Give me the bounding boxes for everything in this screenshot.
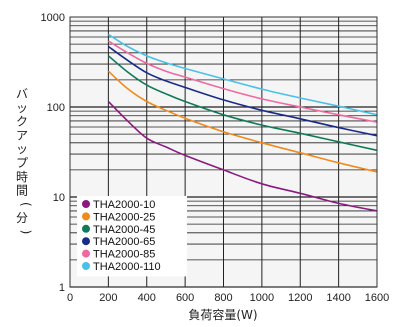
data-series bbox=[107, 33, 378, 212]
x-tick-label: 400 bbox=[138, 292, 156, 304]
legend-marker bbox=[82, 249, 90, 258]
series-line bbox=[107, 40, 378, 123]
legend-marker bbox=[82, 262, 90, 270]
y-axis-title-char: プ bbox=[16, 156, 28, 170]
y-axis-title-char: バ bbox=[16, 87, 28, 101]
series-line bbox=[107, 33, 378, 116]
y-axis-title-char: ッ bbox=[16, 101, 28, 115]
legend-marker bbox=[82, 224, 90, 233]
tick-labels: 0 200 400 600 800 1000 1200 1400 1600 1 10 100 1000 bbox=[41, 12, 390, 304]
y-tick-label: 1000 bbox=[41, 12, 65, 24]
y-tick-label: 1 bbox=[59, 282, 65, 294]
y-axis-title-char: ( bbox=[19, 202, 33, 207]
x-tick-label: 200 bbox=[99, 292, 117, 304]
legend-label: THA2000-85 bbox=[93, 249, 155, 261]
y-tick-label: 10 bbox=[53, 192, 65, 204]
legend-label: THA2000-10 bbox=[93, 199, 155, 211]
x-tick-label: 1400 bbox=[326, 292, 350, 304]
legend-label: THA2000-45 bbox=[93, 224, 155, 236]
plot-frame bbox=[69, 16, 378, 288]
x-axis-title: 負荷容量(W) bbox=[188, 307, 257, 322]
y-axis-title-char: ク bbox=[16, 115, 28, 129]
legend-marker bbox=[82, 200, 90, 208]
y-axis-title-char: ッ bbox=[16, 142, 28, 156]
x-tick-label: 800 bbox=[214, 292, 232, 304]
series-line bbox=[107, 45, 378, 137]
y-axis-title-char: ア bbox=[16, 128, 28, 142]
y-axis-title-char: 分 bbox=[16, 211, 28, 225]
legend-label: THA2000-110 bbox=[93, 261, 161, 273]
series-line bbox=[107, 100, 378, 212]
y-axis-title-char: ) bbox=[19, 230, 33, 235]
legend-label: THA2000-25 bbox=[93, 211, 155, 223]
y-tick-label: 100 bbox=[47, 102, 65, 114]
x-tick-label: 1000 bbox=[250, 292, 274, 304]
legend: THA2000-10THA2000-25THA2000-45THA2000-65… bbox=[77, 196, 187, 277]
x-tick-label: 0 bbox=[67, 292, 73, 304]
x-tick-label: 1600 bbox=[365, 292, 389, 304]
legend-marker bbox=[82, 237, 90, 246]
legend-label: THA2000-65 bbox=[93, 236, 155, 248]
y-axis-title-char: 間 bbox=[16, 184, 28, 198]
series-line bbox=[107, 55, 378, 152]
x-tick-label: 600 bbox=[176, 292, 194, 304]
legend-marker bbox=[82, 212, 90, 221]
x-tick-label: 1200 bbox=[288, 292, 312, 304]
legend-box bbox=[77, 196, 187, 277]
y-axis-title-char: 時 bbox=[16, 170, 28, 184]
series-line bbox=[107, 70, 378, 173]
